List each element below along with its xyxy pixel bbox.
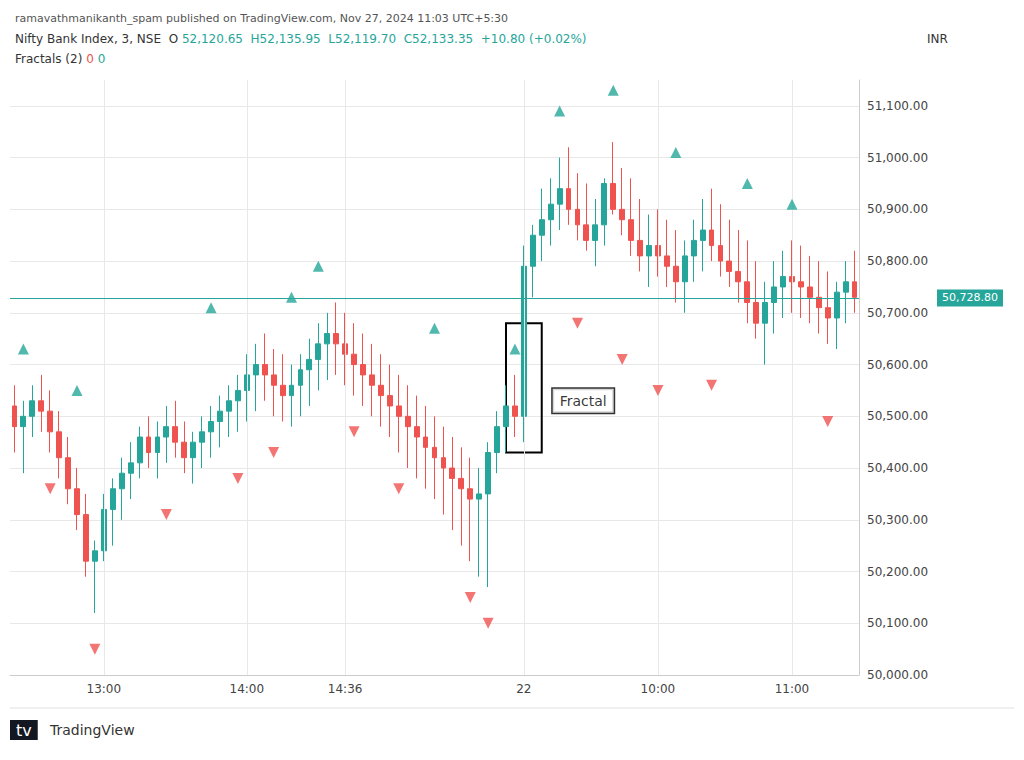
svg-text:0: 0 — [86, 52, 94, 66]
svg-text:51,000.00: 51,000.00 — [867, 151, 928, 165]
svg-text:50,300.00: 50,300.00 — [867, 513, 928, 527]
svg-text:Nifty Bank Index, 3, NSE O: Nifty Bank Index, 3, NSE O — [15, 32, 178, 46]
svg-text:10:00: 10:00 — [641, 682, 676, 696]
svg-text:14:36: 14:36 — [328, 682, 363, 696]
svg-text:INR: INR — [927, 32, 948, 46]
svg-text:Fractal: Fractal — [560, 393, 607, 409]
svg-text:51,100.00: 51,100.00 — [867, 99, 928, 113]
svg-text:50,900.00: 50,900.00 — [867, 202, 928, 216]
svg-text:13:00: 13:00 — [87, 682, 122, 696]
svg-text:50,200.00: 50,200.00 — [867, 565, 928, 579]
svg-text:50,100.00: 50,100.00 — [867, 616, 928, 630]
svg-text:50,800.00: 50,800.00 — [867, 254, 928, 268]
svg-text:50,400.00: 50,400.00 — [867, 461, 928, 475]
svg-text:50,500.00: 50,500.00 — [867, 409, 928, 423]
svg-text:ramavathmanikanth_spam publish: ramavathmanikanth_spam published on Trad… — [15, 12, 508, 25]
svg-text:50,728.80: 50,728.80 — [942, 291, 998, 304]
svg-text:TradingView: TradingView — [49, 722, 135, 738]
svg-text:tv: tv — [16, 721, 32, 740]
svg-text:11:00: 11:00 — [775, 682, 810, 696]
svg-text:Fractals (2): Fractals (2) — [15, 52, 82, 66]
svg-text:50,000.00: 50,000.00 — [867, 668, 928, 682]
svg-text:52,120.65 H52,135.95 L52,119: 52,120.65 H52,135.95 L52,119.70 C52,133.… — [182, 32, 587, 46]
svg-text:50,600.00: 50,600.00 — [867, 358, 928, 372]
svg-text:14:00: 14:00 — [230, 682, 265, 696]
svg-text:22: 22 — [516, 682, 531, 696]
svg-text:50,700.00: 50,700.00 — [867, 306, 928, 320]
svg-text:0: 0 — [98, 52, 106, 66]
